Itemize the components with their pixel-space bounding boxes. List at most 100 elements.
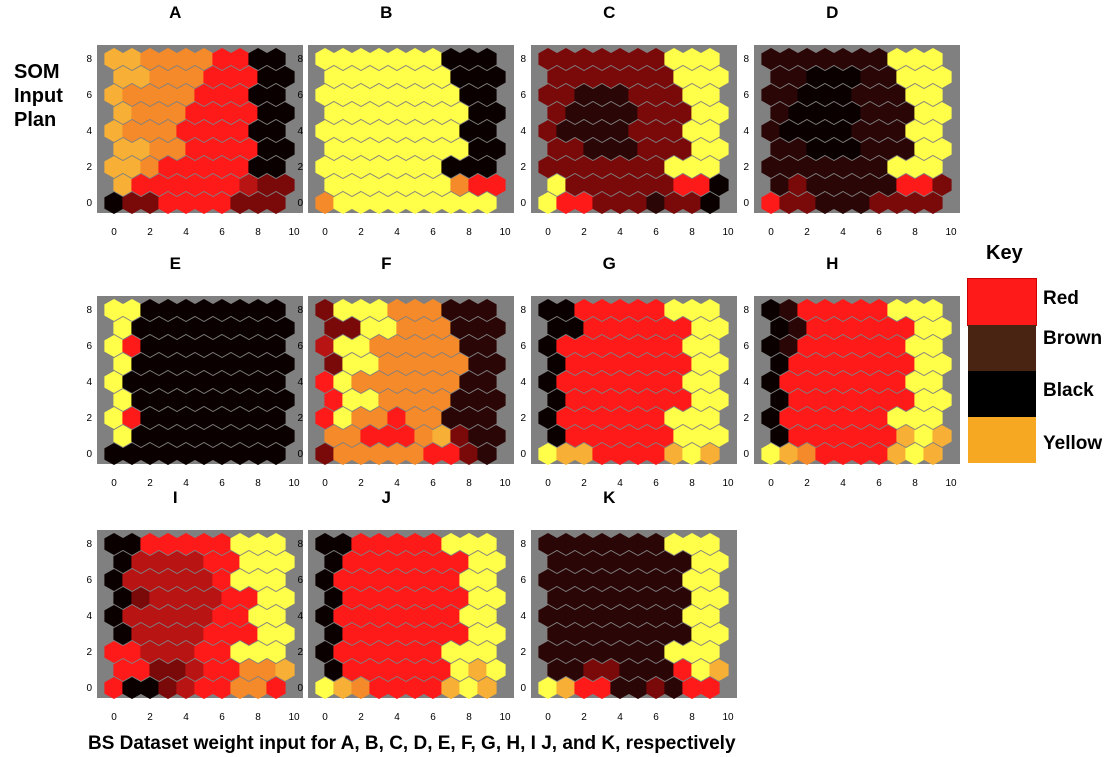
key-label-black: Black bbox=[1043, 380, 1094, 401]
x-tick-label: 8 bbox=[255, 227, 261, 238]
key-swatch-black bbox=[968, 371, 1036, 417]
x-tick-label: 8 bbox=[466, 478, 472, 489]
som-cell bbox=[477, 604, 497, 628]
som-cell bbox=[266, 47, 286, 71]
x-tick-label: 6 bbox=[430, 478, 436, 489]
som-cell bbox=[266, 83, 286, 107]
y-tick-label: 2 bbox=[520, 413, 526, 424]
x-tick-label: 0 bbox=[111, 478, 117, 489]
x-tick-label: 6 bbox=[219, 227, 225, 238]
som-cell bbox=[266, 442, 286, 466]
som-cell bbox=[923, 298, 943, 322]
som-cell bbox=[923, 442, 943, 466]
x-tick-label: 4 bbox=[394, 712, 400, 723]
x-tick-label: 8 bbox=[466, 227, 472, 238]
y-tick-label: 2 bbox=[86, 413, 92, 424]
som-cell bbox=[923, 370, 943, 394]
som-cell bbox=[709, 352, 729, 376]
x-tick-label: 6 bbox=[430, 712, 436, 723]
som-cell bbox=[486, 658, 506, 682]
som-cell bbox=[709, 550, 729, 574]
y-tick-label: 2 bbox=[520, 647, 526, 658]
x-tick-label: 2 bbox=[358, 478, 364, 489]
x-tick-label: 6 bbox=[876, 478, 882, 489]
som-cell bbox=[266, 406, 286, 430]
som-cell bbox=[700, 604, 720, 628]
som-cell bbox=[932, 65, 952, 89]
som-cell bbox=[709, 658, 729, 682]
y-tick-label: 0 bbox=[297, 683, 303, 694]
x-tick-label: 2 bbox=[804, 478, 810, 489]
som-cell bbox=[486, 388, 506, 412]
som-cell bbox=[266, 298, 286, 322]
som-cell bbox=[700, 334, 720, 358]
som-cell bbox=[486, 173, 506, 197]
som-cell bbox=[275, 622, 295, 646]
som-cell bbox=[932, 424, 952, 448]
som-panel: F 0 2 4 6 8 10 0 2 4 6 8 bbox=[297, 254, 514, 489]
y-tick-label: 2 bbox=[520, 162, 526, 173]
som-cell bbox=[932, 173, 952, 197]
x-tick-label: 8 bbox=[689, 712, 695, 723]
y-tick-label: 4 bbox=[297, 377, 303, 388]
som-cell bbox=[709, 137, 729, 161]
som-cell bbox=[709, 101, 729, 125]
y-tick-label: 8 bbox=[86, 539, 92, 550]
y-tick-label: 8 bbox=[297, 539, 303, 550]
som-cell bbox=[477, 83, 497, 107]
som-cell bbox=[486, 550, 506, 574]
som-cell bbox=[709, 65, 729, 89]
y-tick-label: 6 bbox=[520, 90, 526, 101]
som-cell bbox=[932, 137, 952, 161]
y-tick-label: 4 bbox=[520, 611, 526, 622]
som-cell bbox=[923, 406, 943, 430]
som-cell bbox=[486, 137, 506, 161]
x-tick-label: 10 bbox=[945, 227, 957, 238]
som-cell bbox=[700, 298, 720, 322]
som-cell bbox=[477, 298, 497, 322]
panel-label: K bbox=[603, 488, 616, 507]
x-tick-label: 0 bbox=[322, 712, 328, 723]
y-tick-label: 4 bbox=[86, 126, 92, 137]
side-title-line: SOM bbox=[14, 61, 60, 83]
som-cell bbox=[266, 604, 286, 628]
som-cell bbox=[700, 406, 720, 430]
som-panel: G 0 2 4 6 8 10 0 2 4 6 8 bbox=[520, 254, 737, 489]
x-tick-label: 0 bbox=[768, 227, 774, 238]
som-panel: C 0 2 4 6 8 10 0 2 4 6 8 bbox=[520, 3, 737, 238]
x-tick-label: 4 bbox=[394, 227, 400, 238]
x-tick-label: 0 bbox=[111, 227, 117, 238]
y-tick-label: 2 bbox=[297, 162, 303, 173]
som-cell bbox=[709, 424, 729, 448]
som-cell bbox=[709, 173, 729, 197]
som-cell bbox=[486, 65, 506, 89]
y-tick-label: 6 bbox=[86, 341, 92, 352]
y-tick-label: 8 bbox=[297, 54, 303, 65]
x-tick-label: 6 bbox=[653, 227, 659, 238]
panel-label: H bbox=[826, 254, 838, 273]
som-cell bbox=[266, 155, 286, 179]
som-cell bbox=[486, 101, 506, 125]
som-cell bbox=[275, 173, 295, 197]
som-cell bbox=[477, 370, 497, 394]
y-tick-label: 4 bbox=[743, 377, 749, 388]
som-cell bbox=[486, 622, 506, 646]
y-tick-label: 6 bbox=[297, 575, 303, 586]
som-cell bbox=[486, 316, 506, 340]
som-cell bbox=[709, 388, 729, 412]
som-cell bbox=[700, 532, 720, 556]
som-cell bbox=[477, 47, 497, 71]
som-cell bbox=[477, 406, 497, 430]
som-cell bbox=[477, 334, 497, 358]
x-tick-label: 8 bbox=[255, 712, 261, 723]
y-tick-label: 4 bbox=[86, 377, 92, 388]
x-tick-label: 2 bbox=[804, 227, 810, 238]
x-tick-label: 10 bbox=[499, 227, 511, 238]
y-tick-label: 8 bbox=[743, 54, 749, 65]
som-cell bbox=[275, 101, 295, 125]
som-cell bbox=[923, 47, 943, 71]
x-tick-label: 8 bbox=[912, 227, 918, 238]
som-cell bbox=[275, 586, 295, 610]
som-cell bbox=[266, 676, 286, 700]
